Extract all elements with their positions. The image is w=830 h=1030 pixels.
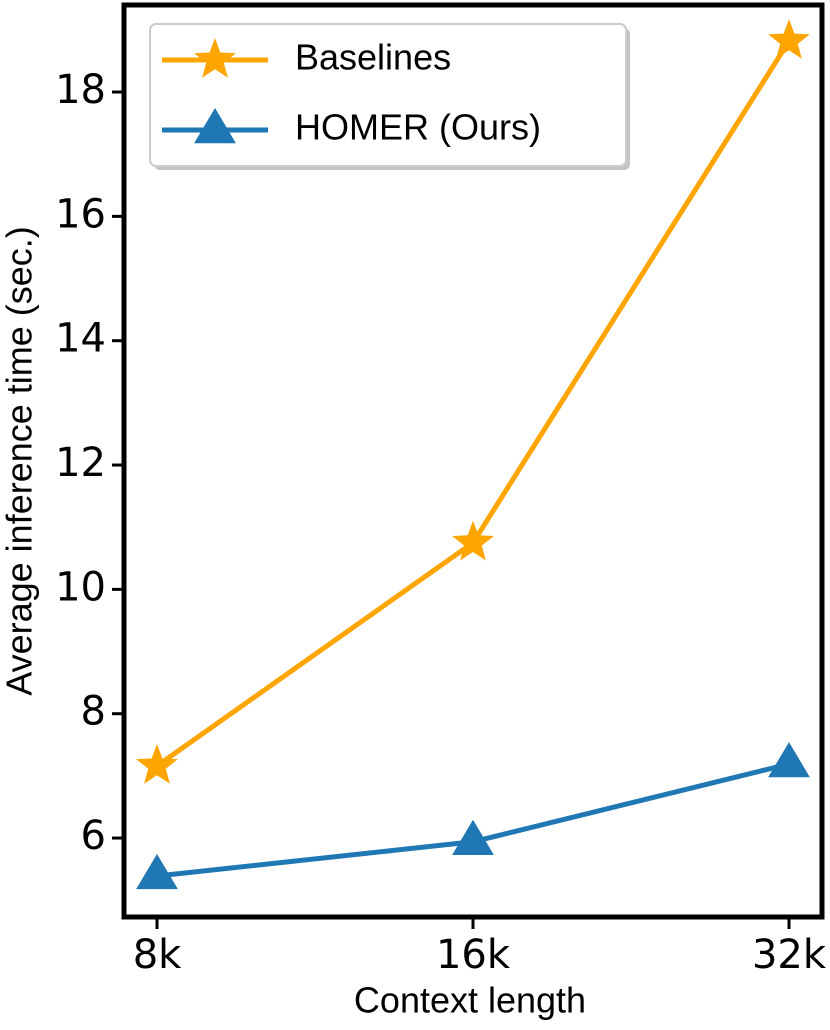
y-tick-label: 18 xyxy=(55,67,106,113)
data-point xyxy=(452,520,494,561)
legend-marker xyxy=(194,38,236,78)
y-tick-label: 16 xyxy=(55,191,106,237)
plot-frame xyxy=(121,2,825,920)
y-tick-label: 12 xyxy=(55,440,106,486)
data-point xyxy=(768,742,810,778)
data-point xyxy=(136,743,178,784)
y-tick-label: 14 xyxy=(55,316,106,362)
data-point xyxy=(768,19,810,59)
y-tick-label: 8 xyxy=(81,689,106,735)
data-point xyxy=(136,853,178,890)
x-tick-label: 8k xyxy=(133,932,182,978)
y-tick-label: 10 xyxy=(55,564,106,610)
x-tick-label: 16k xyxy=(436,932,511,978)
legend-label: Baselines xyxy=(295,37,451,78)
y-tick-label: 6 xyxy=(81,813,106,859)
data-point xyxy=(452,819,494,855)
x-axis-label: Context length xyxy=(354,980,586,1021)
legend-box xyxy=(149,23,627,167)
legend-marker xyxy=(194,108,236,144)
x-tick-label: 32k xyxy=(752,932,827,978)
y-axis-label: Average inference time (sec.) xyxy=(0,226,40,696)
legend-label: HOMER (Ours) xyxy=(295,107,541,148)
